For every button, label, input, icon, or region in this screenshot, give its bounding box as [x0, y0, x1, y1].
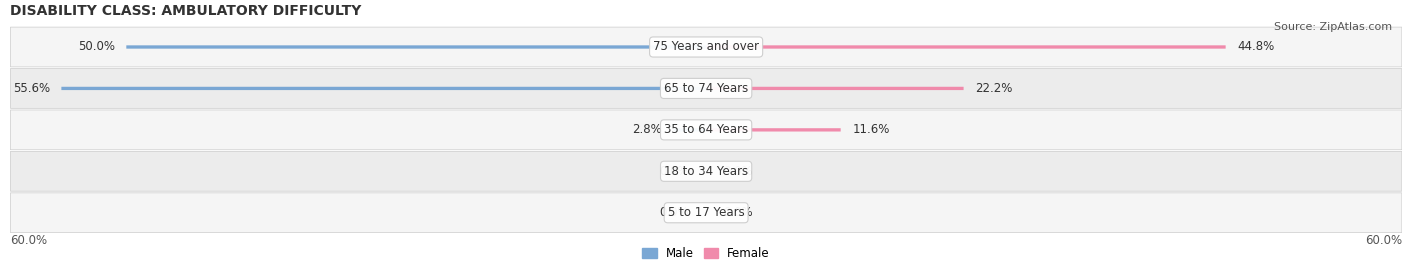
Text: 60.0%: 60.0%: [1365, 234, 1402, 247]
Text: 11.6%: 11.6%: [852, 123, 890, 136]
Text: 5 to 17 Years: 5 to 17 Years: [668, 206, 745, 219]
FancyBboxPatch shape: [10, 151, 1402, 191]
Text: 75 Years and over: 75 Years and over: [654, 41, 759, 54]
Text: 65 to 74 Years: 65 to 74 Years: [664, 82, 748, 95]
Text: 2.8%: 2.8%: [633, 123, 662, 136]
Legend: Male, Female: Male, Female: [638, 242, 775, 265]
FancyBboxPatch shape: [127, 45, 706, 49]
Text: 35 to 64 Years: 35 to 64 Years: [664, 123, 748, 136]
FancyBboxPatch shape: [10, 69, 1402, 108]
FancyBboxPatch shape: [706, 128, 841, 132]
Text: 0.0%: 0.0%: [724, 206, 754, 219]
FancyBboxPatch shape: [673, 128, 706, 132]
Text: 0.0%: 0.0%: [659, 165, 689, 178]
FancyBboxPatch shape: [10, 27, 1402, 67]
Text: 0.0%: 0.0%: [724, 165, 754, 178]
FancyBboxPatch shape: [706, 45, 1226, 49]
FancyBboxPatch shape: [62, 87, 706, 90]
Text: 0.0%: 0.0%: [659, 206, 689, 219]
Text: DISABILITY CLASS: AMBULATORY DIFFICULTY: DISABILITY CLASS: AMBULATORY DIFFICULTY: [10, 4, 361, 18]
FancyBboxPatch shape: [10, 110, 1402, 150]
FancyBboxPatch shape: [10, 193, 1402, 233]
Text: 55.6%: 55.6%: [13, 82, 49, 95]
Text: 60.0%: 60.0%: [10, 234, 48, 247]
Text: 22.2%: 22.2%: [976, 82, 1012, 95]
Text: 44.8%: 44.8%: [1237, 41, 1274, 54]
Text: Source: ZipAtlas.com: Source: ZipAtlas.com: [1274, 22, 1392, 31]
Text: 18 to 34 Years: 18 to 34 Years: [664, 165, 748, 178]
FancyBboxPatch shape: [706, 87, 963, 90]
Text: 50.0%: 50.0%: [77, 41, 115, 54]
